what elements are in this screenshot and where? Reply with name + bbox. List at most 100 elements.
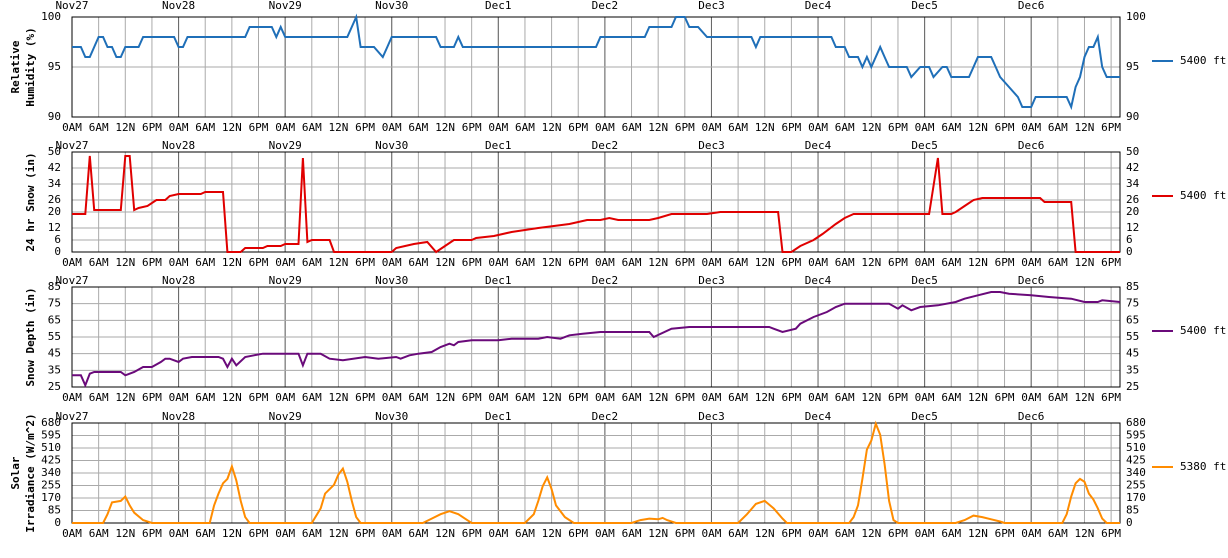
day-label: Nov27 [55, 274, 88, 287]
x-tick-label: 12N [115, 391, 135, 404]
x-tick-label: 6PM [888, 256, 908, 269]
y2-tick-label: 85 [1126, 504, 1139, 517]
x-tick-label: 0AM [275, 256, 295, 269]
day-label: Dec4 [805, 139, 832, 152]
x-tick-label: 12N [968, 527, 988, 540]
y-tick-label: 85 [48, 504, 61, 517]
y2-tick-label: 75 [1126, 297, 1139, 310]
y-tick-label: 0 [54, 245, 61, 258]
x-tick-label: 6AM [835, 121, 855, 134]
x-tick-label: 12N [222, 391, 242, 404]
x-tick-label: 12N [542, 527, 562, 540]
y-tick-label: 20 [48, 205, 61, 218]
x-tick-label: 6AM [835, 391, 855, 404]
day-label: Dec1 [485, 0, 512, 12]
y-tick-label: 12 [48, 221, 61, 234]
x-tick-label: 6PM [781, 527, 801, 540]
x-tick-label: 6PM [1101, 527, 1121, 540]
x-tick-label: 6AM [728, 527, 748, 540]
plot-frame [71, 151, 1121, 253]
x-tick-label: 6AM [622, 256, 642, 269]
x-tick-label: 0AM [915, 527, 935, 540]
x-tick-label: 12N [755, 256, 775, 269]
day-label: Dec6 [1018, 0, 1045, 12]
x-tick-label: 6PM [675, 256, 695, 269]
y-tick-label: 85 [48, 280, 61, 293]
x-tick-label: 0AM [488, 121, 508, 134]
x-tick-label: 12N [1075, 256, 1095, 269]
x-tick-label: 6PM [781, 391, 801, 404]
x-tick-label: 6PM [142, 391, 162, 404]
x-tick-label: 6PM [888, 527, 908, 540]
x-tick-label: 6PM [675, 121, 695, 134]
x-tick-label: 12N [648, 256, 668, 269]
x-tick-label: 12N [648, 527, 668, 540]
x-tick-label: 0AM [169, 256, 189, 269]
x-tick-label: 6AM [728, 391, 748, 404]
y-axis-label: Relative [9, 40, 22, 93]
x-tick-label: 6AM [622, 121, 642, 134]
x-tick-label: 12N [755, 121, 775, 134]
y-tick-label: 680 [41, 416, 61, 429]
y2-tick-label: 26 [1126, 193, 1139, 206]
x-tick-label: 6PM [462, 527, 482, 540]
y-tick-label: 255 [41, 479, 61, 492]
y2-tick-label: 90 [1126, 110, 1139, 123]
x-tick-label: 6PM [675, 391, 695, 404]
x-tick-label: 12N [542, 256, 562, 269]
x-tick-label: 6PM [1101, 121, 1121, 134]
x-tick-label: 6PM [888, 391, 908, 404]
x-tick-label: 0AM [915, 391, 935, 404]
x-tick-label: 0AM [275, 121, 295, 134]
x-tick-label: 6AM [1048, 121, 1068, 134]
x-tick-label: 12N [861, 256, 881, 269]
day-label: Nov29 [269, 0, 302, 12]
x-tick-label: 6AM [941, 121, 961, 134]
x-tick-label: 6PM [462, 256, 482, 269]
x-tick-label: 12N [1075, 391, 1095, 404]
x-tick-label: 12N [435, 391, 455, 404]
day-label: Dec6 [1018, 139, 1045, 152]
x-tick-label: 6AM [515, 121, 535, 134]
x-tick-label: 0AM [382, 121, 402, 134]
y-tick-label: 340 [41, 466, 61, 479]
y2-tick-label: 170 [1126, 491, 1146, 504]
x-tick-label: 6AM [302, 121, 322, 134]
x-tick-label: 6AM [302, 391, 322, 404]
x-tick-label: 12N [542, 391, 562, 404]
x-tick-label: 0AM [808, 121, 828, 134]
x-tick-label: 12N [861, 527, 881, 540]
x-tick-label: 12N [222, 121, 242, 134]
day-label: Dec1 [485, 139, 512, 152]
x-tick-label: 0AM [702, 256, 722, 269]
x-tick-label: 0AM [275, 391, 295, 404]
x-tick-label: 0AM [808, 391, 828, 404]
x-tick-label: 0AM [702, 527, 722, 540]
x-tick-label: 6PM [355, 391, 375, 404]
legend-label: 5380 ft [1180, 460, 1226, 473]
day-label: Nov28 [162, 139, 195, 152]
x-tick-label: 12N [115, 527, 135, 540]
x-tick-label: 6PM [781, 121, 801, 134]
y2-tick-label: 0 [1126, 245, 1133, 258]
day-label: Dec1 [485, 274, 512, 287]
y-tick-label: 510 [41, 441, 61, 454]
x-tick-label: 0AM [382, 527, 402, 540]
x-tick-label: 12N [435, 121, 455, 134]
day-label: Dec5 [911, 274, 938, 287]
x-tick-label: 6PM [995, 121, 1015, 134]
x-tick-label: 6AM [89, 121, 109, 134]
y-tick-label: 75 [48, 297, 61, 310]
x-tick-label: 12N [968, 256, 988, 269]
x-tick-label: 0AM [808, 527, 828, 540]
y-tick-label: 50 [48, 145, 61, 158]
x-tick-label: 6AM [408, 256, 428, 269]
x-tick-label: 12N [222, 256, 242, 269]
x-tick-label: 0AM [1021, 527, 1041, 540]
x-tick-label: 12N [861, 121, 881, 134]
x-tick-label: 12N [1075, 121, 1095, 134]
y2-tick-label: 340 [1126, 466, 1146, 479]
x-tick-label: 0AM [702, 391, 722, 404]
x-tick-label: 0AM [915, 121, 935, 134]
